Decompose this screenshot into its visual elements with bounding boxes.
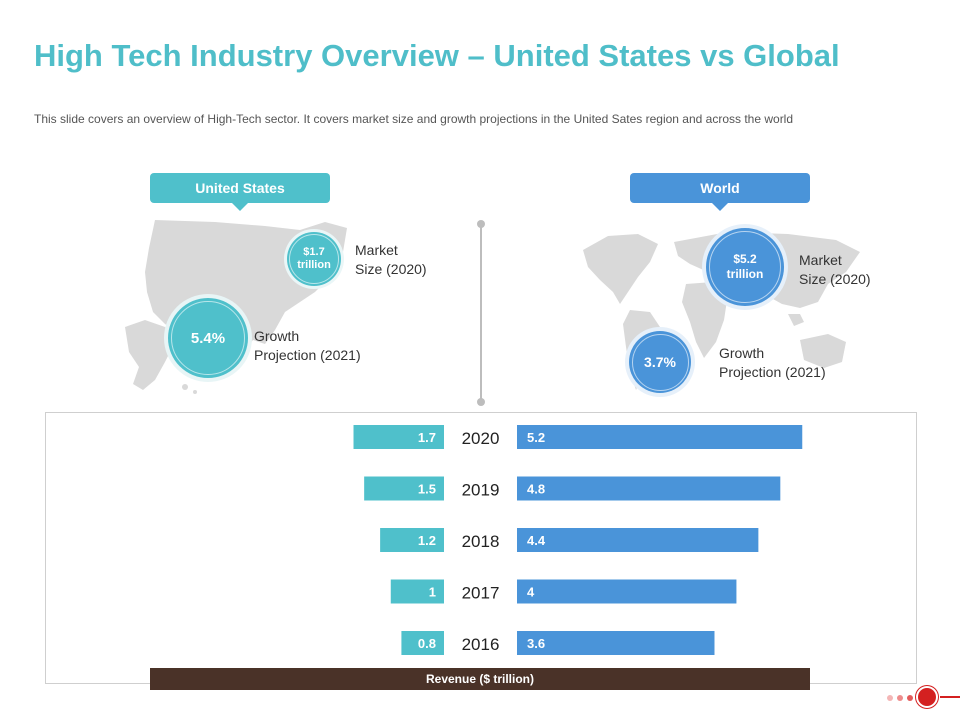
world-bar-label-2016: 3.6 [527, 636, 545, 651]
year-label-2018: 2018 [462, 532, 500, 551]
world-market-size-unit: trillion [726, 267, 764, 281]
page-subtitle: This slide covers an overview of High-Te… [34, 112, 794, 126]
world-growth-label: Growth Projection (2021) [719, 345, 826, 380]
year-label-2017: 2017 [462, 584, 500, 603]
world-growth-value: 3.7% [644, 354, 676, 370]
divider-bottom-dot [477, 398, 485, 406]
world-bar-label-2017: 4 [527, 585, 535, 600]
us-callout: United States [150, 173, 330, 211]
deco-dot-2 [897, 695, 903, 701]
deco-virus-icon [918, 688, 936, 706]
world-bar-2016 [517, 631, 715, 655]
us-bar-2020 [353, 425, 444, 449]
world-callout: World [630, 173, 810, 211]
world-bar-2017 [517, 579, 737, 604]
world-bar-label-2018: 4.4 [527, 533, 546, 548]
us-market-size-value: $1.7 [303, 246, 325, 258]
world-market-size-label: Market Size (2020) [799, 252, 871, 287]
us-bar-label-2016: 0.8 [418, 636, 436, 651]
us-bar-2017 [390, 579, 444, 604]
us-bar-label-2019: 1.5 [418, 482, 436, 497]
divider-line [480, 224, 482, 402]
world-bar-2018 [517, 528, 759, 552]
world-market-size-circle: $5.2 trillion [706, 228, 784, 306]
deco-dot-3 [907, 695, 913, 701]
year-label-2016: 2016 [462, 635, 500, 654]
us-growth-label: Growth Projection (2021) [254, 328, 361, 363]
deco-dot-1 [887, 695, 893, 701]
us-bar-2016 [401, 631, 444, 655]
us-bar-2018 [380, 528, 444, 552]
deco-line [940, 696, 960, 698]
year-label-2019: 2019 [462, 481, 500, 500]
us-growth-value: 5.4% [190, 329, 226, 347]
world-bar-2019 [517, 476, 781, 501]
us-market-size-label: Market Size (2020) [355, 242, 427, 277]
world-bar-2020 [517, 425, 803, 449]
revenue-chart-box: 1.7 2020 5.2 1.5 2019 4.8 1.2 2018 4.4 1 2017 4 0.8 2… [45, 412, 917, 684]
world-bar-label-2019: 4.8 [527, 482, 545, 497]
year-label-2020: 2020 [462, 429, 500, 448]
us-growth-circle: 5.4% [168, 298, 248, 378]
world-bar-label-2020: 5.2 [527, 430, 545, 445]
us-bar-label-2020: 1.7 [418, 430, 436, 445]
us-bar-label-2017: 1 [429, 585, 436, 600]
world-growth-circle: 3.7% [629, 331, 691, 393]
revenue-axis-label: Revenue ($ trillion) [150, 668, 810, 690]
world-market-size-value: $5.2 [733, 252, 757, 266]
us-bar-label-2018: 1.2 [418, 533, 436, 548]
us-market-size-circle: $1.7 trillion [287, 232, 341, 286]
us-market-size-unit: trillion [297, 259, 331, 271]
page-title: High Tech Industry Overview – United Sta… [34, 38, 840, 73]
revenue-chart: 1.7 2020 5.2 1.5 2019 4.8 1.2 2018 4.4 1 2017 4 0.8 2… [353, 425, 803, 655]
us-bar-2019 [364, 476, 444, 501]
